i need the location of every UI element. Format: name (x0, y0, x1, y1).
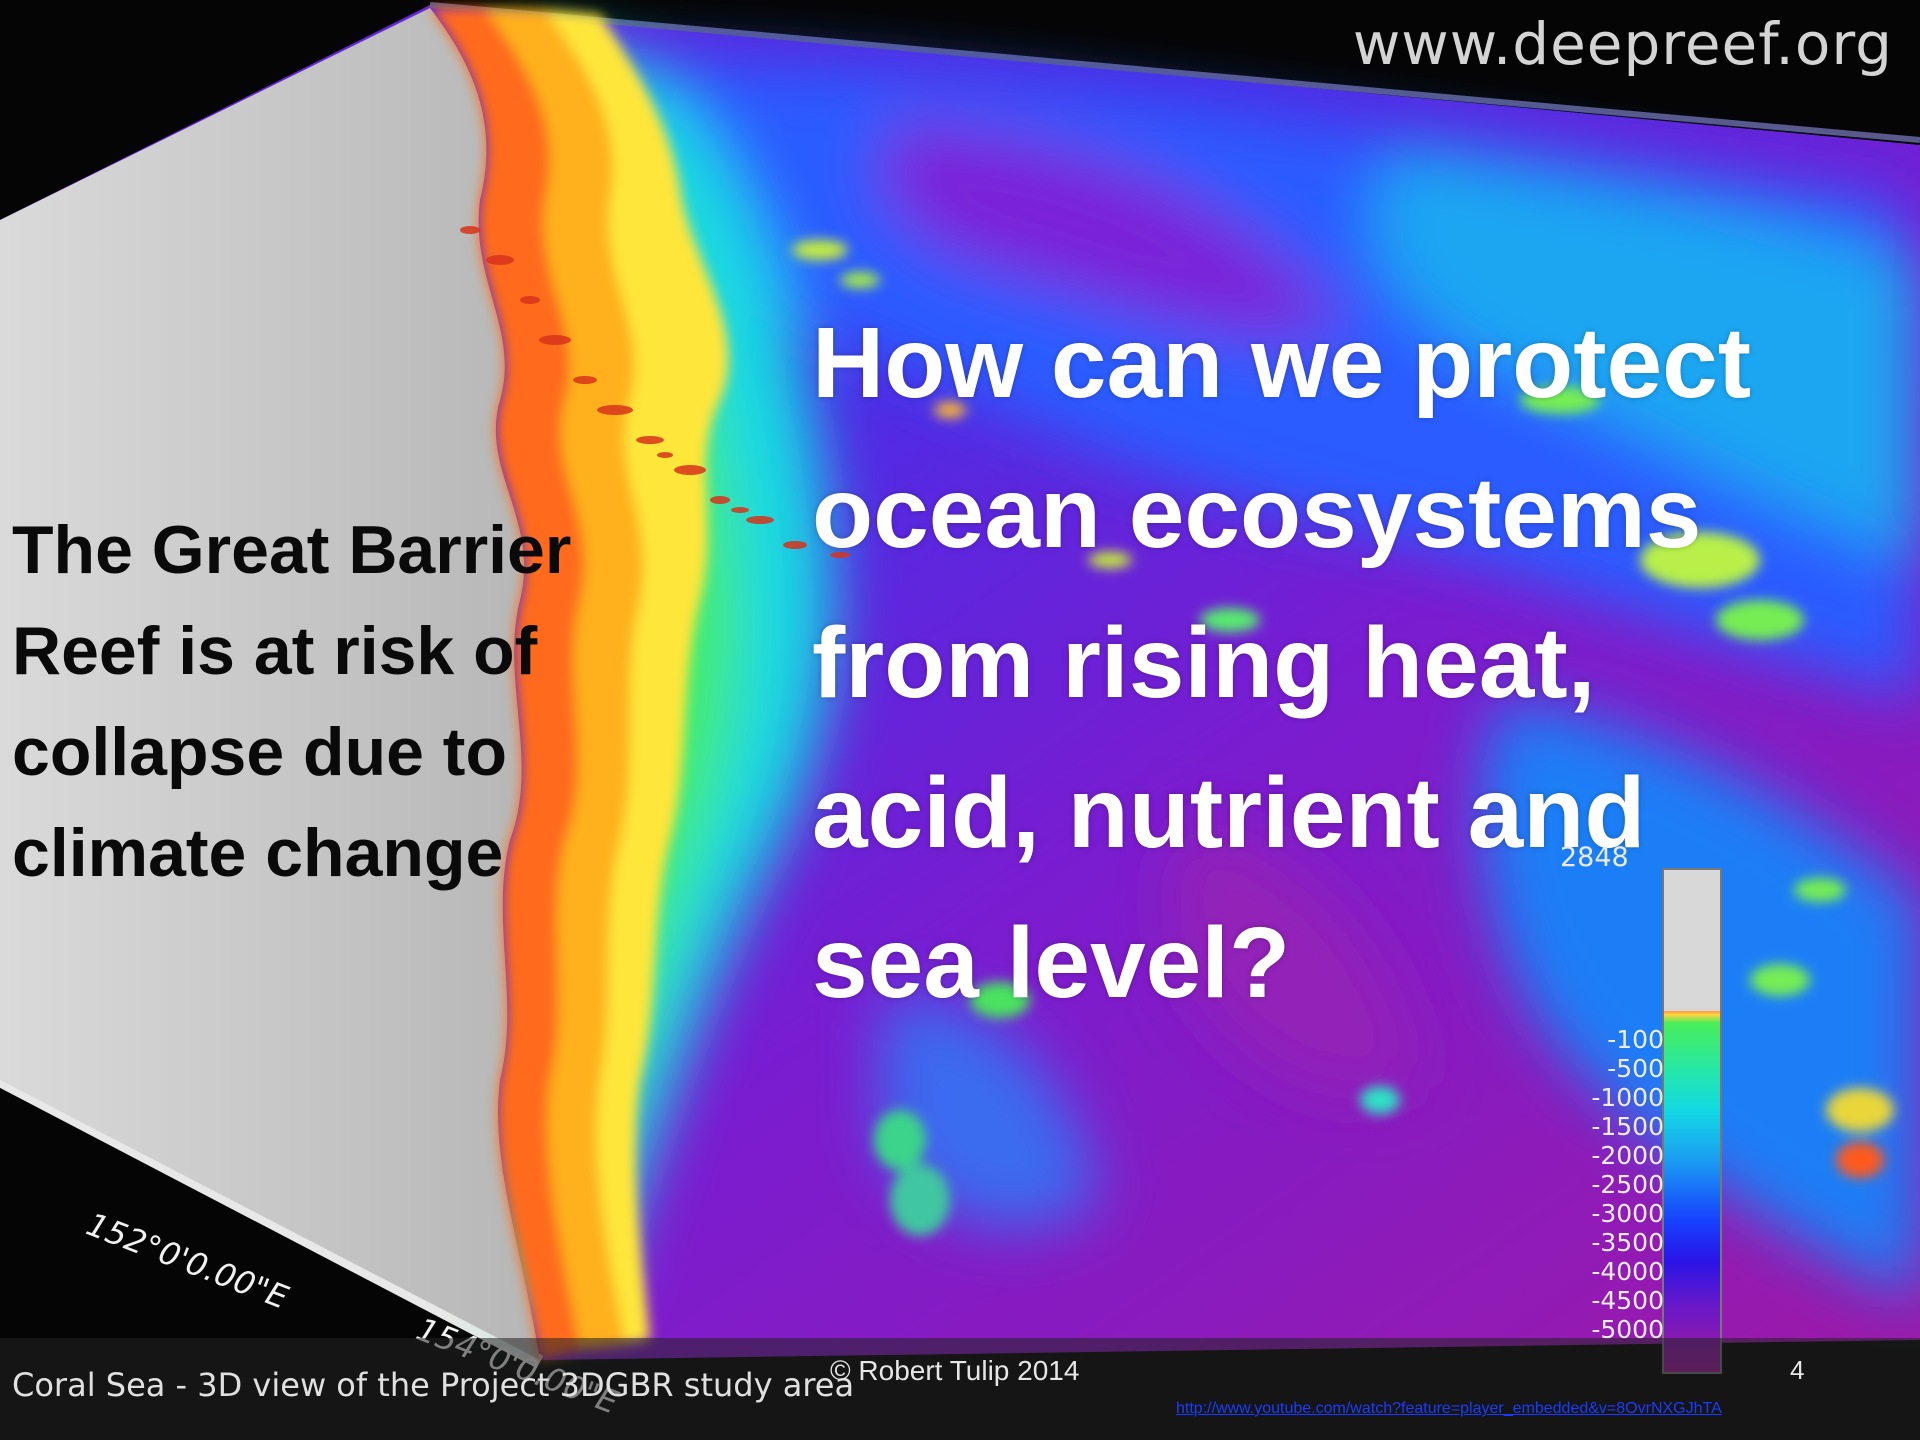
side-statement-line: The Great Barrier (12, 512, 572, 588)
land-area (0, 8, 540, 1360)
side-statement-line: climate change (12, 815, 504, 891)
legend-tick: -100 (1607, 1025, 1664, 1054)
side-statement: The Great Barrier Reef is at risk of col… (12, 500, 652, 904)
slide-number: 4 (1790, 1355, 1805, 1385)
legend-max-value: 2848 (1560, 842, 1629, 873)
slide-question: How can we protect ocean ecosystems from… (812, 288, 1912, 1038)
question-line: ocean ecosystems (812, 457, 1702, 569)
footer-band (0, 1338, 1920, 1440)
legend-tick: -4000 (1591, 1257, 1664, 1286)
depth-color-bar (1662, 868, 1722, 1374)
side-statement-line: collapse due to (12, 714, 507, 790)
legend-tick: -3000 (1591, 1199, 1664, 1228)
legend-tick: -3500 (1591, 1228, 1664, 1257)
question-line: sea level? (812, 907, 1291, 1019)
copyright-notice: © Robert Tulip 2014 (830, 1355, 1080, 1386)
depth-legend (1560, 840, 1760, 1380)
legend-tick: -4500 (1591, 1286, 1664, 1315)
side-statement-line: Reef is at risk of (12, 613, 538, 689)
legend-tick: -1000 (1591, 1083, 1664, 1112)
question-line: How can we protect (812, 307, 1752, 419)
video-link[interactable]: http://www.youtube.com/watch?feature=pla… (1176, 1400, 1722, 1417)
watermark-url: www.deepreef.org (1352, 10, 1893, 78)
legend-tick: -1500 (1591, 1112, 1664, 1141)
legend-tick: -2000 (1591, 1141, 1664, 1170)
question-line: acid, nutrient and (812, 757, 1646, 869)
legend-ticks: -100 -500 -1000 -1500 -2000 -2500 -3000 … (1554, 1025, 1664, 1344)
legend-tick: -500 (1607, 1054, 1664, 1083)
legend-tick: -2500 (1591, 1170, 1664, 1199)
question-line: from rising heat, (812, 607, 1596, 719)
map-caption: Coral Sea - 3D view of the Project 3DGBR… (12, 1366, 855, 1404)
